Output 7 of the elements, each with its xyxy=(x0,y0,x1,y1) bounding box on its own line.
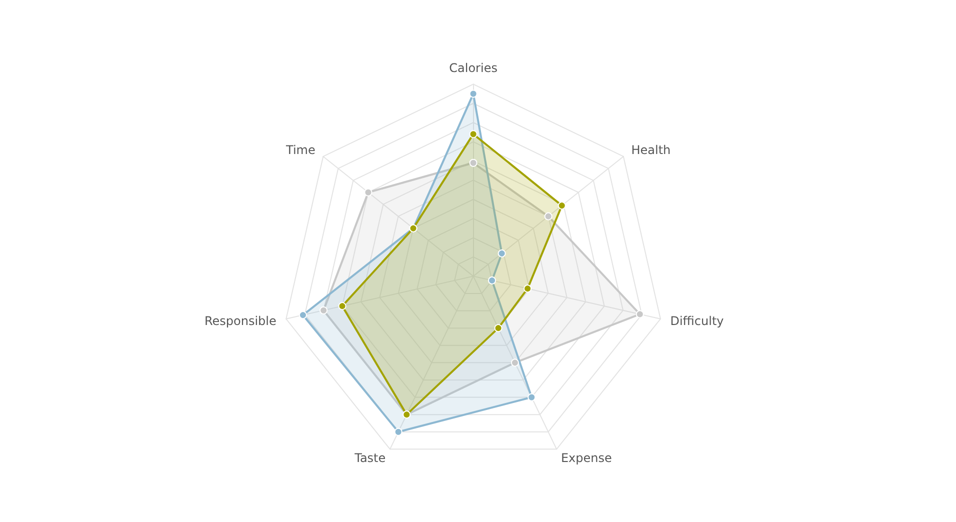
spoke-label: Responsible xyxy=(204,314,276,328)
spoke-label: Health xyxy=(631,143,671,158)
spoke-label: Difficulty xyxy=(670,314,724,328)
spoke-label: Time xyxy=(284,143,316,158)
spoke-label: Expense xyxy=(560,451,612,466)
spoke-label: Calories xyxy=(449,61,498,76)
spoke-label: Taste xyxy=(354,451,386,466)
